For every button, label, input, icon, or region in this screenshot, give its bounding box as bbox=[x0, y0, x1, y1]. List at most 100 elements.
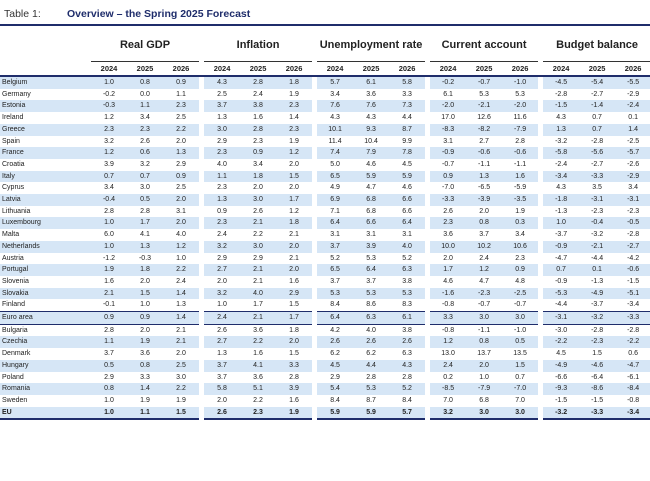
value-cell: 7.1 bbox=[317, 205, 354, 218]
value-cell: -2.8 bbox=[615, 229, 650, 241]
value-cell: -1.1 bbox=[502, 158, 539, 171]
value-cell: 8.7 bbox=[389, 123, 426, 136]
value-cell: 1.6 bbox=[276, 394, 313, 407]
value-cell: -4.6 bbox=[579, 359, 616, 372]
value-cell: 2.8 bbox=[127, 205, 163, 218]
table-row: France 1.2 0.6 1.3 2.3 0.9 1.2 7.4 7.9 7.8 -0.9 -0.… bbox=[0, 147, 650, 159]
value-cell: -0.8 bbox=[615, 394, 650, 407]
country-name: Finland bbox=[0, 299, 91, 312]
value-cell: 12.6 bbox=[466, 112, 503, 124]
value-cell: -2.8 bbox=[543, 88, 580, 101]
group-header-unemployment: Unemployment rate bbox=[319, 38, 423, 51]
value-cell: 2.5 bbox=[163, 112, 200, 124]
value-cell: 0.7 bbox=[91, 170, 127, 183]
table-row: Bulgaria 2.8 2.0 2.1 2.6 3.6 1.8 4.2 4.0 3.8 -0.8-… bbox=[0, 324, 650, 337]
value-cell: 2.1 bbox=[91, 287, 127, 300]
value-cell: 6.4 bbox=[317, 217, 354, 230]
value-cell: -5.7 bbox=[615, 147, 650, 159]
value-cell: 6.2 bbox=[317, 348, 354, 360]
table-body: Belgium 1.0 0.8 0.9 4.3 2.8 1.8 5.7 6.1 5.8 -0.2 -0… bbox=[0, 76, 650, 421]
group-header-budget-balance: Budget balance bbox=[556, 38, 639, 51]
value-cell: 3.2 bbox=[127, 158, 163, 171]
country-name: Croatia bbox=[0, 158, 91, 171]
value-cell: 0.8 bbox=[91, 383, 127, 395]
country-name: Poland bbox=[0, 371, 91, 384]
value-cell: 4.2 bbox=[317, 324, 354, 337]
value-cell: 0.1 bbox=[615, 112, 650, 124]
value-cell: 1.0 bbox=[163, 252, 200, 265]
value-cell: 0.5 bbox=[91, 359, 127, 372]
year-header: 2025 bbox=[353, 61, 390, 77]
year-header: 2024 bbox=[317, 61, 354, 77]
value-cell: -0.9 bbox=[430, 147, 467, 159]
value-cell: 4.6 bbox=[430, 275, 467, 288]
value-cell: 1.9 bbox=[276, 88, 313, 101]
value-cell: 2.0 bbox=[240, 182, 277, 195]
value-cell: 3.1 bbox=[163, 205, 200, 218]
value-cell: -3.2 bbox=[579, 311, 616, 325]
value-cell: 2.8 bbox=[240, 76, 277, 89]
value-cell: 0.0 bbox=[127, 88, 163, 101]
value-cell: -6.5 bbox=[466, 182, 503, 195]
value-cell: 0.9 bbox=[430, 170, 467, 183]
value-cell: 3.0 bbox=[240, 240, 277, 253]
value-cell: -5.1 bbox=[615, 287, 650, 300]
value-cell: 1.5 bbox=[276, 348, 313, 360]
value-cell: 2.6 bbox=[240, 205, 277, 218]
value-cell: 9.3 bbox=[353, 123, 390, 136]
value-cell: -1.5 bbox=[543, 394, 580, 407]
value-cell: 3.0 bbox=[502, 311, 539, 325]
value-cell: 1.6 bbox=[502, 170, 539, 183]
value-cell: -0.6 bbox=[466, 147, 503, 159]
value-cell: 5.3 bbox=[353, 383, 390, 395]
value-cell: 1.2 bbox=[430, 336, 467, 349]
table-row: Lithuania 2.8 2.8 3.1 0.9 2.6 1.2 7.1 6.8 6.6 2.6 2… bbox=[0, 205, 650, 218]
value-cell: 2.5 bbox=[163, 359, 200, 372]
corner-cell bbox=[0, 29, 91, 62]
value-cell: 2.0 bbox=[466, 359, 503, 372]
total-row: EU 1.0 1.1 1.5 2.6 2.3 1.9 5.9 5.9 5.7 3.2 3.0 3.0 -3… bbox=[0, 406, 650, 421]
value-cell: 3.6 bbox=[127, 348, 163, 360]
value-cell: -4.9 bbox=[579, 287, 616, 300]
value-cell: 3.0 bbox=[204, 123, 241, 136]
value-cell: 4.5 bbox=[317, 359, 354, 372]
value-cell: 6.1 bbox=[430, 88, 467, 101]
value-cell: 6.1 bbox=[389, 311, 426, 325]
value-cell: -1.6 bbox=[430, 287, 467, 300]
value-cell: 6.3 bbox=[353, 311, 390, 325]
country-name: Denmark bbox=[0, 348, 91, 360]
value-cell: 6.4 bbox=[317, 311, 354, 325]
value-cell: -0.8 bbox=[430, 299, 467, 312]
value-cell: 2.4 bbox=[240, 88, 277, 101]
country-name: Slovakia bbox=[0, 287, 91, 300]
value-cell: 3.0 bbox=[502, 406, 539, 421]
value-cell: -5.6 bbox=[579, 147, 616, 159]
value-cell: -1.0 bbox=[502, 324, 539, 337]
value-cell: 3.7 bbox=[317, 240, 354, 253]
year-header: 2024 bbox=[430, 61, 467, 77]
value-cell: -4.7 bbox=[543, 252, 580, 265]
value-cell: 0.9 bbox=[502, 264, 539, 276]
value-cell: 0.9 bbox=[240, 147, 277, 159]
value-cell: -0.2 bbox=[91, 88, 127, 101]
value-cell: 2.3 bbox=[204, 182, 241, 195]
value-cell: 2.6 bbox=[430, 205, 467, 218]
value-cell: 3.9 bbox=[276, 383, 313, 395]
value-cell: -5.5 bbox=[615, 76, 650, 89]
value-cell: 2.3 bbox=[240, 135, 277, 148]
country-name: Italy bbox=[0, 170, 91, 183]
table-row: Luxembourg 1.0 1.7 2.0 2.3 2.1 1.8 6.4 6.6 6.4 2.3… bbox=[0, 217, 650, 230]
value-cell: -2.9 bbox=[615, 170, 650, 183]
country-name: Sweden bbox=[0, 394, 91, 407]
value-cell: 6.4 bbox=[353, 264, 390, 276]
value-cell: 2.3 bbox=[240, 406, 277, 421]
value-cell: 5.9 bbox=[353, 406, 390, 421]
value-cell: -6.6 bbox=[543, 371, 580, 384]
value-cell: 8.3 bbox=[389, 299, 426, 312]
value-cell: 2.0 bbox=[163, 348, 200, 360]
value-cell: 3.6 bbox=[240, 371, 277, 384]
value-cell: 3.3 bbox=[430, 311, 467, 325]
value-cell: 1.2 bbox=[91, 147, 127, 159]
year-corner-cell bbox=[0, 61, 91, 77]
value-cell: 2.1 bbox=[240, 311, 277, 325]
